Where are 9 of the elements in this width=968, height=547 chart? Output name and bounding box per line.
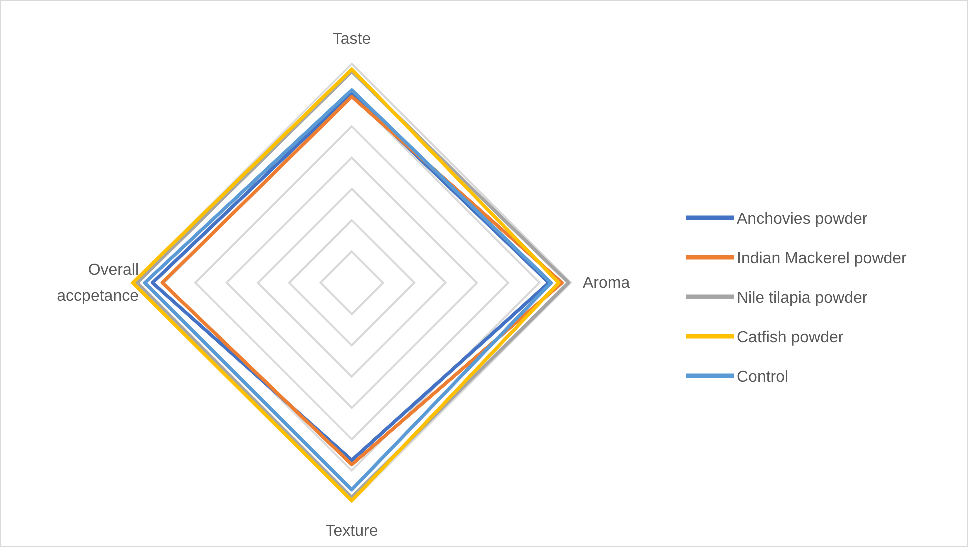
- legend-label: Anchovies powder: [737, 211, 868, 228]
- spoke-label: Texture: [326, 523, 378, 540]
- legend-label: Indian Mackerel powder: [737, 250, 908, 268]
- spoke-label: Aroma: [583, 275, 630, 292]
- legend-label: Nile tilapia powder: [737, 290, 868, 307]
- legend-label: Control: [737, 369, 789, 386]
- spoke-label: Overall accpetance: [57, 262, 140, 305]
- legend-label: Catfish powder: [737, 330, 844, 346]
- spoke-label: Taste: [332, 31, 372, 48]
